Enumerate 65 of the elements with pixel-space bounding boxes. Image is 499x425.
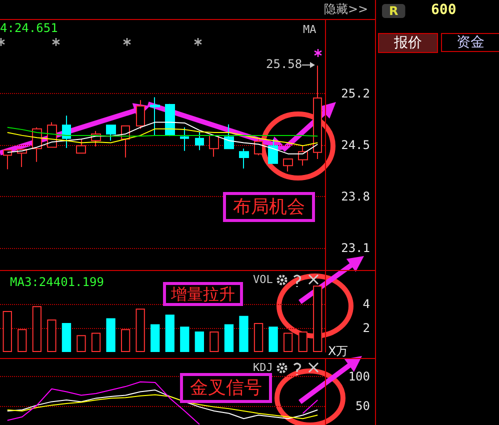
candlestick — [180, 126, 189, 152]
bar — [76, 335, 86, 352]
candlestick — [165, 103, 175, 137]
text: 报价 — [393, 35, 422, 51]
chart-title: KDJ — [253, 361, 273, 374]
bar — [180, 326, 190, 352]
y-tick-label: 50 — [356, 398, 370, 413]
candlestick — [76, 138, 86, 154]
annotation: 金叉信号 — [190, 378, 262, 398]
candlestick — [268, 138, 278, 164]
annotation: 增量拉升 — [170, 284, 235, 304]
y-tick-label: 100 — [348, 370, 370, 384]
bar — [239, 316, 248, 352]
candlestick — [62, 115, 71, 148]
bar — [47, 319, 56, 352]
bar — [254, 323, 264, 352]
bar — [165, 314, 174, 352]
bar — [2, 311, 12, 352]
annotation: 布局机会 — [233, 196, 305, 218]
candlestick — [209, 134, 219, 158]
bar — [136, 308, 145, 352]
bar — [313, 286, 322, 352]
candlestick — [3, 150, 12, 170]
bar — [106, 318, 116, 352]
candlestick — [224, 124, 234, 150]
candlestick — [106, 124, 116, 142]
candlestick — [239, 148, 249, 170]
bar — [224, 324, 234, 352]
annotation: MA3:24401.199 — [10, 275, 104, 289]
candlestick — [195, 131, 204, 151]
candlestick — [150, 96, 160, 136]
line-series — [6, 126, 318, 137]
bar — [210, 332, 219, 352]
line-series — [6, 122, 318, 154]
candlestick — [136, 100, 145, 130]
annotation: 25.58 — [266, 57, 302, 71]
bar — [194, 332, 204, 352]
text: 600 — [431, 2, 456, 18]
candlestick — [254, 137, 263, 156]
bar — [298, 332, 308, 352]
chart-title: VOL — [253, 273, 274, 286]
bar — [32, 306, 42, 352]
annotation: 4:24.651 — [0, 21, 58, 35]
bar — [283, 332, 293, 352]
chart-title: MA — [303, 23, 317, 36]
text: R — [389, 4, 398, 18]
bar — [18, 329, 27, 352]
bar — [268, 326, 278, 352]
y-tick-label: 24.5 — [341, 138, 370, 152]
bar — [62, 323, 72, 352]
y-tick-label: 25.2 — [341, 86, 370, 101]
candlestick — [313, 65, 322, 160]
line-series — [6, 128, 318, 146]
text: 隐藏>> — [324, 2, 368, 16]
text: 资金 — [456, 34, 484, 50]
y-axis-title: X万 — [328, 344, 348, 358]
candlestick — [283, 158, 293, 172]
candlestick — [298, 145, 308, 166]
bar — [91, 332, 101, 352]
bar — [150, 324, 160, 352]
y-tick-label: 2 — [362, 320, 370, 335]
bar — [120, 329, 130, 352]
y-tick-label: 23.1 — [341, 240, 370, 255]
y-tick-label: 23.8 — [341, 189, 370, 204]
y-tick-label: 4 — [362, 296, 370, 311]
